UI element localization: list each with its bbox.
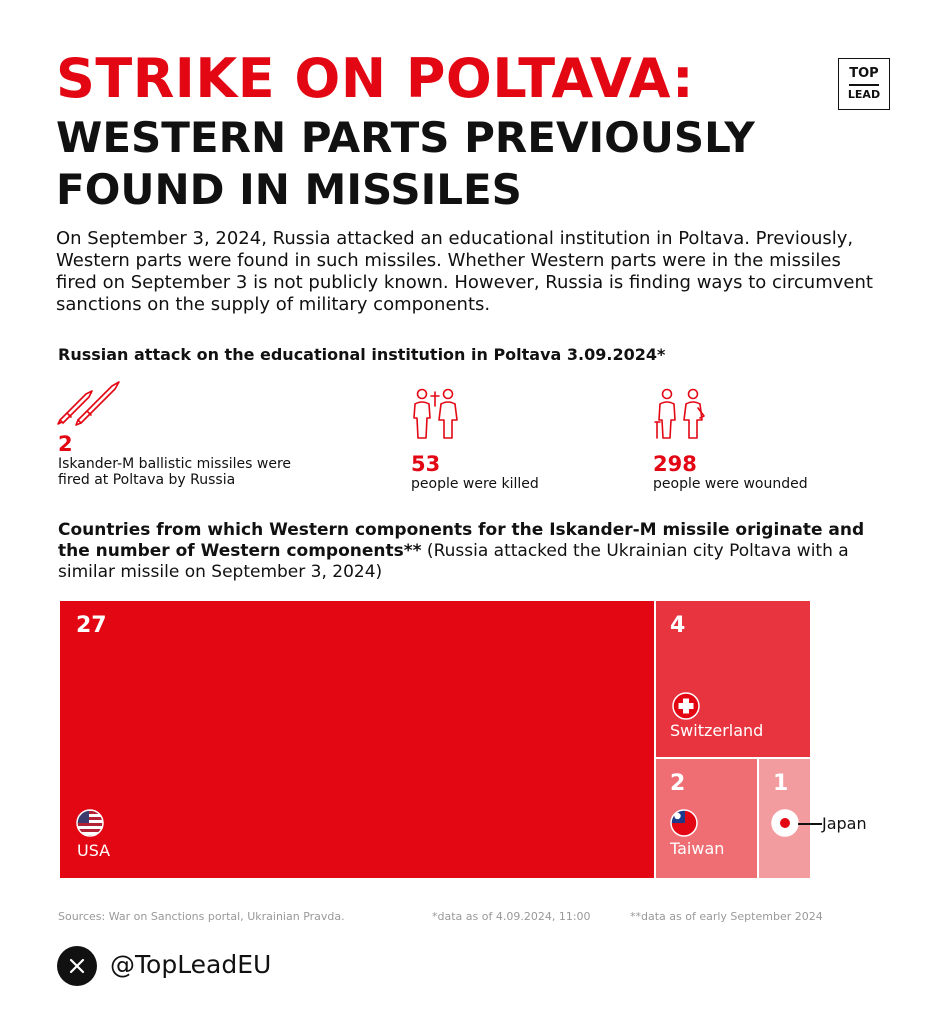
- treemap-tile-taiwan: 2 Taiwan: [656, 759, 757, 878]
- treemap-value-japan: 1: [773, 771, 789, 796]
- us-flag-icon: [76, 809, 104, 841]
- treemap-value-switzerland: 4: [670, 613, 686, 638]
- people-wounded-icon: [654, 386, 708, 446]
- footer-note-1: *data as of 4.09.2024, 11:00: [432, 910, 591, 923]
- missiles-count: 2: [58, 432, 73, 456]
- title-line-3: FOUND IN MISSILES: [56, 165, 522, 214]
- killed-stat: 53 people were killed: [411, 452, 539, 492]
- footer-note-2: **data as of early September 2024: [630, 910, 823, 923]
- missiles-stat: 2 Iskander-M ballistic missiles were fir…: [58, 432, 291, 488]
- attack-heading: Russian attack on the educational instit…: [58, 345, 666, 364]
- wounded-stat: 298 people were wounded: [653, 452, 808, 492]
- treemap-value-usa: 27: [76, 613, 107, 638]
- treemap-label-taiwan: Taiwan: [670, 839, 725, 858]
- people-killed-icon: [410, 386, 462, 446]
- treemap-label-usa: USA: [77, 841, 111, 860]
- intro-paragraph: On September 3, 2024, Russia attacked an…: [56, 228, 873, 315]
- killed-count: 53: [411, 452, 441, 476]
- treemap-tile-usa: 27 USA: [60, 601, 654, 878]
- x-logo-icon[interactable]: [57, 946, 97, 986]
- components-heading-note: (Russia attacked the Ukrainian city Polt…: [58, 541, 849, 582]
- treemap-label-switzerland: Switzerland: [670, 721, 764, 740]
- missiles-icon: [56, 378, 126, 430]
- components-treemap: 27 USA 4 Switzerland 2 Taiwan 1: [60, 601, 810, 878]
- swiss-flag-icon: [672, 692, 700, 724]
- treemap-tile-japan: 1: [759, 759, 810, 878]
- logo-bottom-text: LEAD: [847, 87, 881, 101]
- treemap-tile-switzerland: 4 Switzerland: [656, 601, 810, 757]
- missiles-desc-line-2: fired at Poltava by Russia: [58, 472, 236, 488]
- wounded-desc: people were wounded: [653, 476, 808, 492]
- title-line-1: STRIKE ON POLTAVA:: [56, 47, 695, 110]
- japan-flag-icon: [771, 809, 799, 841]
- missiles-desc-line-1: Iskander-M ballistic missiles were: [58, 456, 292, 472]
- logo-divider: [849, 84, 879, 86]
- social-handle[interactable]: @TopLeadEU: [110, 950, 272, 979]
- japan-leader-line: [798, 823, 822, 825]
- japan-label: Japan: [822, 814, 867, 833]
- footer-sources: Sources: War on Sanctions portal, Ukrain…: [58, 910, 345, 923]
- title-line-2: WESTERN PARTS PREVIOUSLY: [56, 113, 755, 162]
- wounded-count: 298: [653, 452, 697, 476]
- treemap-value-taiwan: 2: [670, 771, 686, 796]
- killed-desc: people were killed: [411, 476, 539, 492]
- toplead-logo: TOP LEAD: [838, 58, 890, 110]
- taiwan-flag-icon: [670, 809, 698, 841]
- components-heading: Countries from which Western components …: [58, 520, 878, 583]
- logo-top-text: TOP: [849, 66, 879, 82]
- components-heading-bold: Countries from which Western components …: [58, 520, 865, 561]
